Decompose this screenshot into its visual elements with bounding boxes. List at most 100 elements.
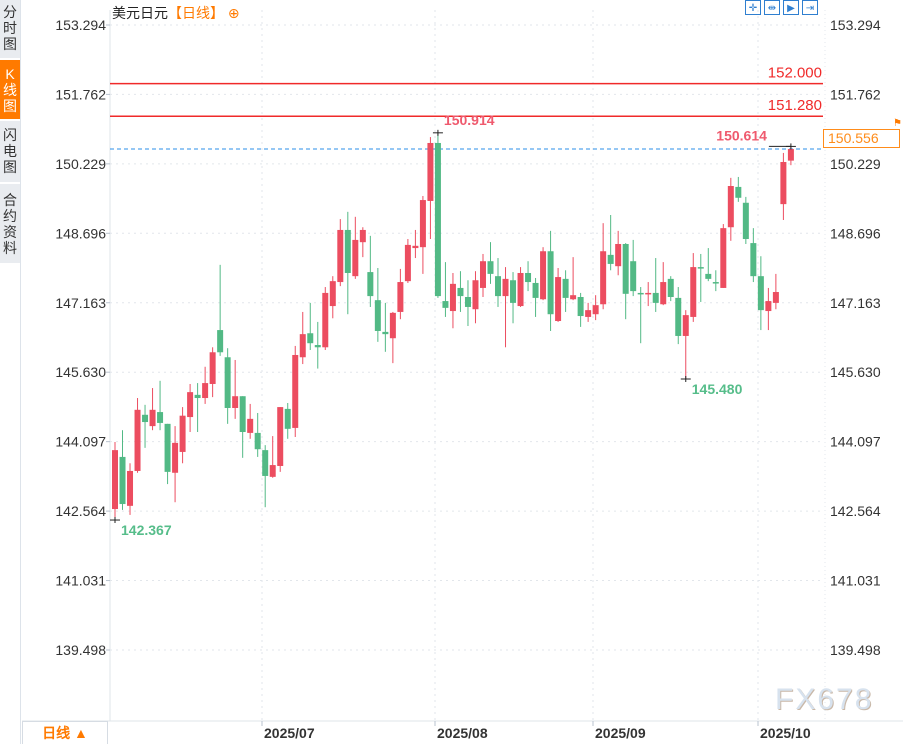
candle-down <box>254 432 261 450</box>
y-axis-tick-label-right: 153.294 <box>830 17 881 33</box>
candle-down <box>194 394 201 399</box>
candle-down <box>314 345 321 348</box>
chart-title: 美元日元【日线】 ⊕ <box>112 3 240 23</box>
candle-up <box>179 415 186 452</box>
candle-down <box>374 300 381 331</box>
y-axis-tick-label-right: 141.031 <box>830 573 881 589</box>
candle-down <box>705 273 712 279</box>
candle-down <box>750 243 757 277</box>
candle-up <box>600 251 607 305</box>
candle-down <box>675 297 682 336</box>
candle-up <box>359 229 366 243</box>
y-axis-tick-label-right: 144.097 <box>830 434 881 450</box>
interval-label[interactable]: 【日线】 <box>168 5 224 21</box>
candle-down <box>607 254 614 264</box>
candle-up <box>389 312 396 339</box>
candle-up <box>202 383 209 399</box>
candle-down <box>510 280 517 303</box>
y-axis-tick-label-right: 148.696 <box>830 225 881 241</box>
candle-up <box>449 283 456 312</box>
candle-up <box>555 277 562 322</box>
candle-up <box>337 229 344 283</box>
candle-up <box>780 161 787 205</box>
y-axis-tick-label-left: 151.762 <box>55 86 106 102</box>
y-axis-tick-label-left: 153.294 <box>55 17 106 33</box>
watermark-logo: FX678 <box>775 683 874 716</box>
tab-time-sharing[interactable]: 分时图 <box>0 0 20 59</box>
y-axis-tick-label-left: 148.696 <box>55 225 106 241</box>
candle-down <box>652 292 659 303</box>
candle-up <box>247 418 254 433</box>
candle-down <box>562 278 569 298</box>
candle-down <box>487 261 494 274</box>
y-axis-tick-label-right: 147.163 <box>830 295 881 311</box>
zoom-range-icon[interactable]: ⇹ <box>764 0 780 15</box>
candle-down <box>382 331 389 335</box>
candle-up <box>352 239 359 277</box>
candle-down <box>464 296 471 307</box>
candle-up <box>232 396 239 408</box>
candle-up <box>585 310 592 317</box>
y-axis-tick-label-left: 144.097 <box>55 434 106 450</box>
candle-up <box>660 282 667 305</box>
play-forward-icon[interactable]: ▶ <box>783 0 799 15</box>
candle-up <box>127 470 134 506</box>
candle-down <box>262 450 269 476</box>
candle-up <box>397 282 404 312</box>
candle-down <box>434 142 441 297</box>
candle-down <box>119 456 126 505</box>
crosshair-icon[interactable]: ✛ <box>745 0 761 15</box>
candle-down <box>667 278 674 297</box>
tab-kline[interactable]: K线图 <box>0 60 20 120</box>
candle-down <box>712 282 719 284</box>
x-axis-tick-label: 2025/10 <box>760 725 811 741</box>
y-axis-tick-label-right: 139.498 <box>830 642 881 658</box>
candle-down <box>742 202 749 240</box>
candle-up <box>727 186 734 228</box>
candle-up <box>765 301 772 312</box>
candle-up <box>187 392 194 418</box>
candle-up <box>322 292 329 348</box>
sidebar: 分时图 K线图 闪电图 合约资料 <box>0 0 21 744</box>
candle-down <box>547 251 554 315</box>
timeframe-button[interactable]: 日线 ▲ <box>22 721 108 744</box>
candle-down <box>495 276 502 297</box>
candle-down <box>532 282 539 298</box>
candle-up <box>412 245 419 249</box>
candle-up <box>502 278 509 297</box>
y-axis-tick-label-right: 151.762 <box>830 86 881 102</box>
extreme-price-label: 145.480 <box>692 381 743 397</box>
tab-contract-info[interactable]: 合约资料 <box>0 184 20 264</box>
candle-up <box>592 305 599 315</box>
candle-up <box>419 200 426 248</box>
candle-down <box>735 186 742 198</box>
candle-down <box>637 292 644 295</box>
circle-plus-icon[interactable]: ⊕ <box>227 5 240 21</box>
tab-flash-chart[interactable]: 闪电图 <box>0 121 20 183</box>
last-price-label: 150.556 <box>823 129 900 148</box>
extreme-price-label: 150.914 <box>444 112 495 128</box>
candle-down <box>217 330 224 353</box>
y-axis-tick-label-right: 145.630 <box>830 364 881 380</box>
candle-down <box>157 412 164 423</box>
candle-up <box>472 280 479 310</box>
candle-up <box>540 251 547 300</box>
candle-up <box>479 261 486 288</box>
candle-down <box>757 276 764 311</box>
candle-up <box>172 442 179 473</box>
candle-up <box>404 244 411 282</box>
candle-up <box>329 281 336 307</box>
x-axis-tick-label: 2025/09 <box>595 725 646 741</box>
candle-down <box>630 261 637 292</box>
candle-down <box>367 272 374 297</box>
price-level-label: 152.000 <box>768 65 822 82</box>
jump-to-end-icon[interactable]: ⇥ <box>802 0 818 15</box>
candle-up <box>269 465 276 477</box>
extreme-price-label: 150.614 <box>716 127 767 143</box>
candle-up <box>787 149 794 161</box>
x-axis-tick-label: 2025/08 <box>437 725 488 741</box>
candle-down <box>344 229 351 273</box>
candle-up <box>427 142 434 201</box>
candle-up <box>292 354 299 428</box>
